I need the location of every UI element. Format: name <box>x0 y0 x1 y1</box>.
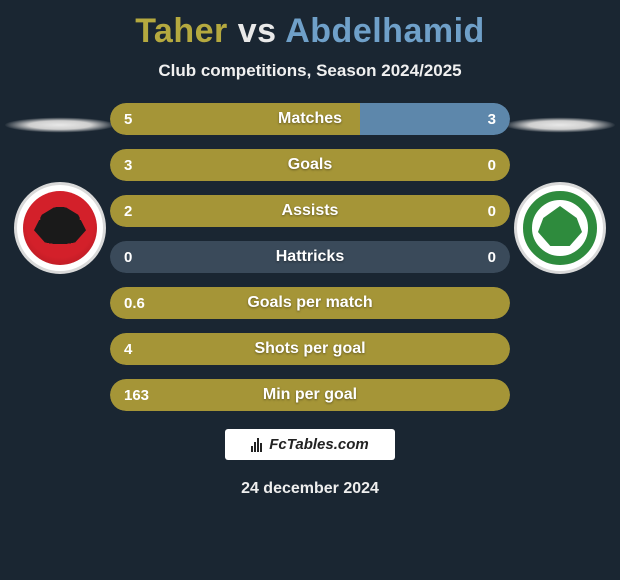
stat-row: 20Assists <box>110 195 510 227</box>
stat-row: 4Shots per goal <box>110 333 510 365</box>
stat-row: 0.6Goals per match <box>110 287 510 319</box>
title-left: Taher <box>135 12 228 50</box>
stat-row: 30Goals <box>110 149 510 181</box>
logo-bars-icon <box>251 438 263 452</box>
stat-row: 163Min per goal <box>110 379 510 411</box>
stat-label: Goals <box>110 149 510 181</box>
stat-label: Min per goal <box>110 379 510 411</box>
fctables-logo: FcTables.com <box>225 429 395 460</box>
footer-date: 24 december 2024 <box>0 480 620 498</box>
subtitle: Club competitions, Season 2024/2025 <box>0 61 620 81</box>
stat-label: Goals per match <box>110 287 510 319</box>
stat-label: Matches <box>110 103 510 135</box>
left-club-panel <box>0 110 120 274</box>
right-club-panel <box>500 110 620 274</box>
stat-row: 00Hattricks <box>110 241 510 273</box>
title-right: Abdelhamid <box>285 12 485 50</box>
title-vs: vs <box>238 12 277 50</box>
right-player-shadow <box>505 118 615 133</box>
left-club-badge <box>14 182 106 274</box>
stats-list: 53Matches 30Goals 20Assists 00Hattricks 0.6G… <box>110 103 510 411</box>
logo-text: FcTables.com <box>269 436 368 453</box>
page-title: Taher vs Abdelhamid <box>0 0 620 51</box>
stat-row: 53Matches <box>110 103 510 135</box>
stat-label: Assists <box>110 195 510 227</box>
left-player-shadow <box>5 118 115 133</box>
stat-label: Hattricks <box>110 241 510 273</box>
stat-label: Shots per goal <box>110 333 510 365</box>
right-club-badge <box>514 182 606 274</box>
